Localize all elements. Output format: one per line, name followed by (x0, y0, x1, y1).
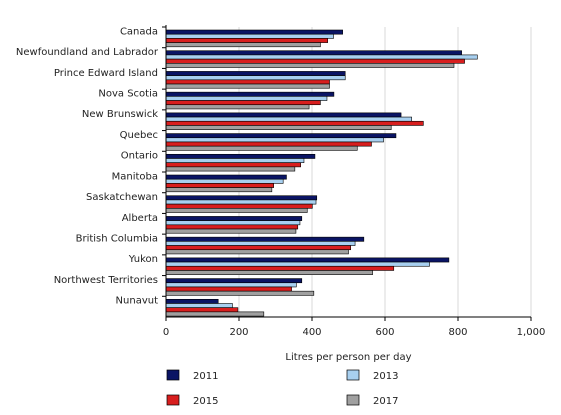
bar-2017-7 (165, 187, 273, 193)
category-label-9: Alberta (122, 213, 158, 224)
x-tick-label-4: 800 (448, 327, 467, 338)
bar-2015-3 (165, 100, 321, 106)
category-label-10: British Columbia (76, 234, 158, 245)
bar-2011-6 (165, 153, 316, 159)
legend-label-2013: 2013 (373, 371, 398, 382)
category-label-8: Saskatchewan (86, 192, 158, 203)
legend-label-2011: 2011 (193, 371, 218, 382)
category-labels: Canada Newfoundland and Labrador Prince Ed… (16, 26, 159, 306)
axes (162, 25, 532, 321)
bar-2015-2 (165, 79, 330, 85)
bar-2013-1 (165, 54, 478, 60)
bar-2015-11 (165, 265, 395, 271)
category-label-2: Prince Edward Island (54, 68, 158, 79)
bar-2015-9 (165, 224, 299, 230)
bar-2017-13 (165, 311, 265, 317)
bar-2015-7 (165, 183, 274, 188)
bar-2013-6 (165, 158, 305, 163)
x-tick-label-3: 600 (375, 327, 394, 338)
bar-2011-5 (165, 133, 397, 139)
category-label-4: New Brunswick (82, 109, 158, 120)
bar-2017-11 (165, 270, 373, 275)
category-label-0: Canada (120, 26, 158, 37)
bar-2015-4 (165, 120, 424, 126)
bar-2013-11 (165, 261, 430, 267)
category-label-3: Nova Scotia (98, 89, 158, 100)
bar-2011-11 (165, 257, 450, 263)
bar-2015-5 (165, 141, 372, 147)
bar-2015-12 (165, 286, 292, 292)
bar-2013-12 (165, 282, 297, 288)
bar-2011-0 (165, 29, 343, 35)
bar-2013-0 (165, 33, 334, 39)
bar-2017-8 (165, 208, 308, 213)
bar-2017-4 (165, 125, 392, 130)
tick-labels: 0 200 400 600 800 1,000 (163, 327, 546, 338)
legend-label-2015: 2015 (193, 396, 218, 407)
bar-2015-13 (165, 307, 239, 313)
bar-2017-0 (165, 42, 321, 48)
legend-swatch-2015 (166, 394, 180, 406)
bar-2015-6 (165, 162, 301, 168)
legend: 2011 2013 2015 2017 (166, 369, 398, 407)
x-tick-label-1: 200 (229, 327, 248, 338)
category-label-13: Nunavut (116, 296, 159, 307)
category-label-1: Newfoundland and Labrador (16, 47, 159, 58)
category-label-5: Quebec (120, 130, 158, 141)
bar-2013-10 (165, 241, 356, 246)
bar-2011-7 (165, 174, 287, 180)
bar-2013-5 (165, 137, 384, 143)
bar-2015-8 (165, 203, 313, 209)
bar-2011-10 (165, 236, 365, 242)
x-tick-label-5: 1,000 (517, 327, 546, 338)
bar-2011-12 (165, 278, 303, 284)
category-label-11: Yukon (128, 254, 158, 265)
bar-2011-13 (165, 298, 219, 304)
bar-2013-9 (165, 220, 301, 226)
bar-2015-1 (165, 58, 465, 64)
bar-2017-5 (165, 145, 358, 151)
x-tick-label-2: 400 (302, 327, 321, 338)
category-label-12: Northwest Territories (54, 275, 158, 286)
bars (165, 29, 478, 317)
bar-2011-1 (165, 50, 462, 56)
legend-label-2017: 2017 (373, 396, 398, 407)
category-label-7: Manitoba (112, 171, 158, 182)
legend-swatch-2017 (346, 394, 360, 406)
bar-2013-8 (165, 199, 317, 205)
bar-2015-10 (165, 245, 351, 251)
bar-2011-3 (165, 91, 335, 97)
bar-2013-3 (165, 96, 328, 101)
legend-swatch-2013 (346, 369, 360, 381)
bar-2011-4 (165, 112, 402, 118)
bar-2013-7 (165, 178, 284, 184)
bar-2017-9 (165, 228, 297, 234)
bar-2011-9 (165, 216, 303, 221)
bar-2017-10 (165, 249, 349, 255)
category-label-6: Ontario (121, 151, 158, 162)
bar-2017-3 (165, 104, 310, 110)
bar-2017-2 (165, 83, 330, 89)
bar-2017-6 (165, 166, 296, 172)
bar-2013-4 (165, 116, 412, 122)
x-axis-title: Litres per person per day (285, 352, 411, 363)
bar-2011-8 (165, 195, 318, 201)
legend-swatch-2011 (166, 369, 180, 381)
bar-2015-0 (165, 38, 328, 43)
bar-2013-13 (165, 303, 233, 308)
x-tick-label-0: 0 (163, 327, 169, 338)
bar-2017-12 (165, 290, 315, 296)
bar-2017-1 (165, 63, 455, 68)
bar-2011-2 (165, 71, 346, 76)
bar-2013-2 (165, 75, 346, 81)
